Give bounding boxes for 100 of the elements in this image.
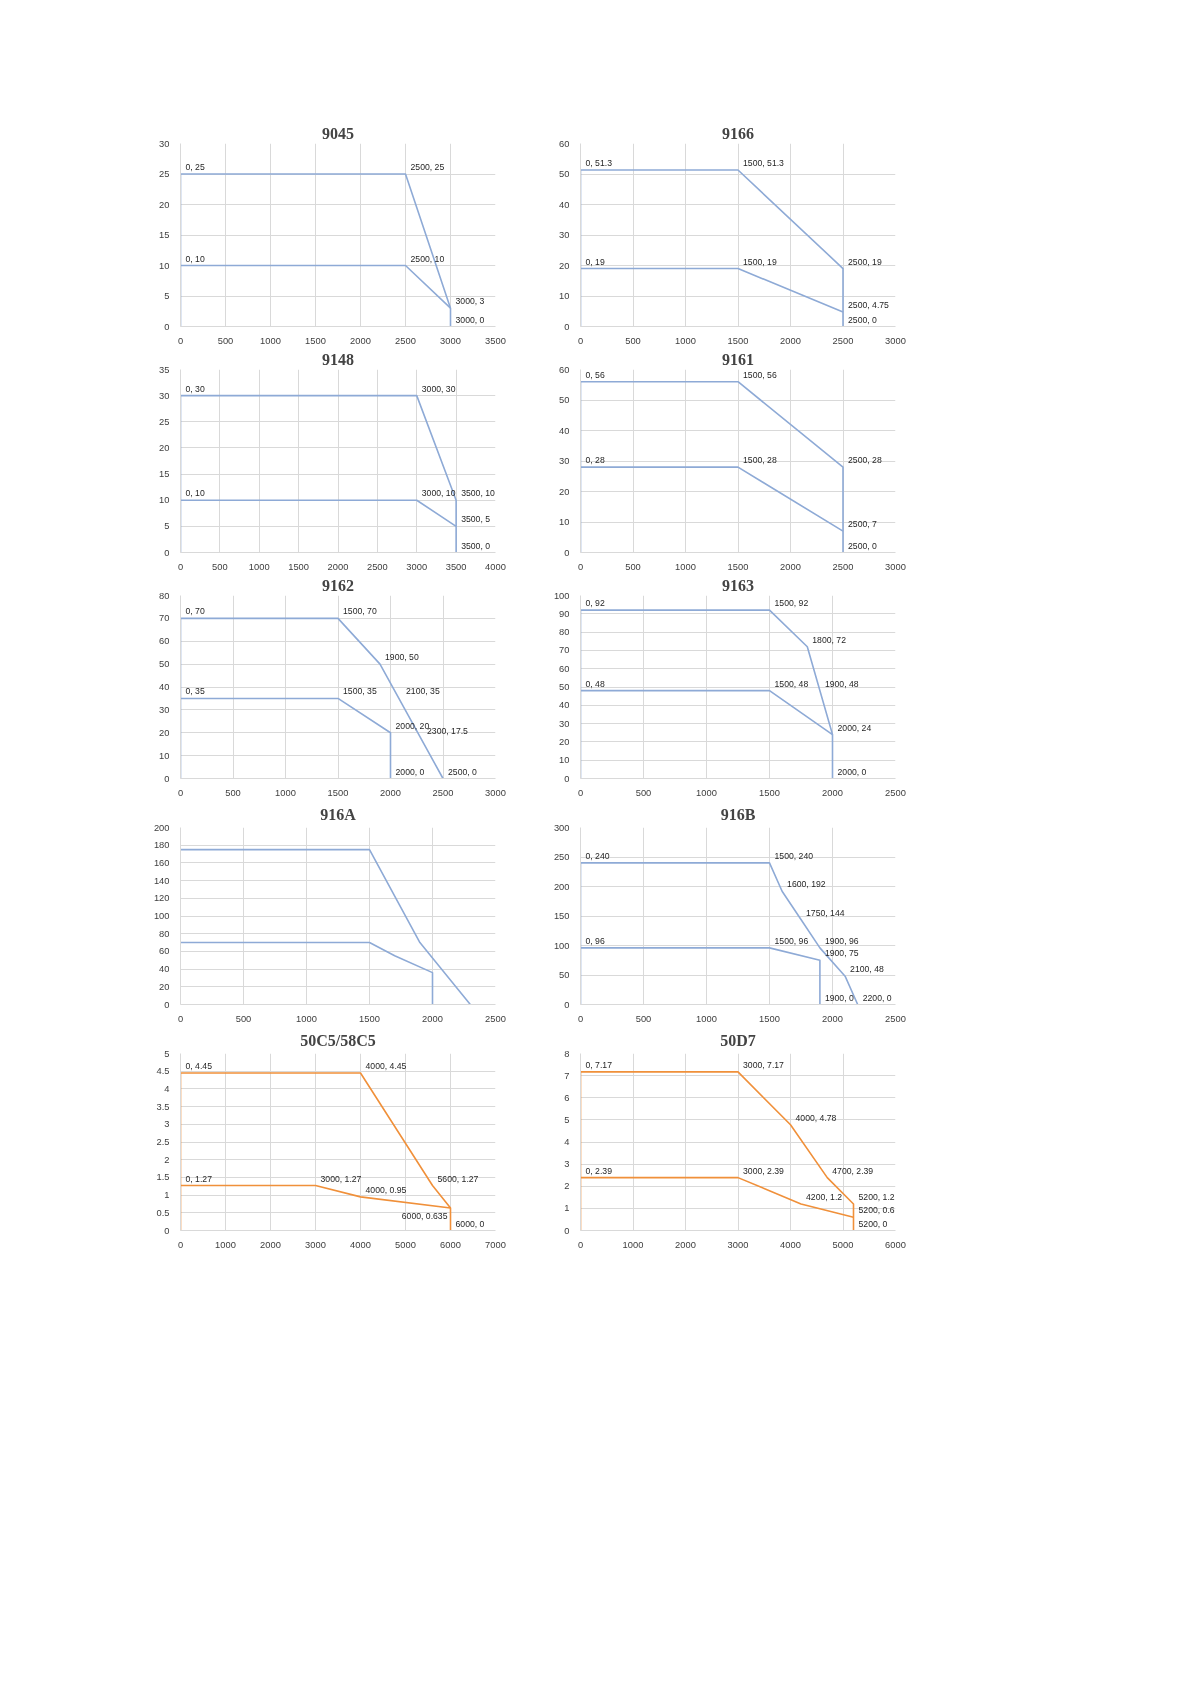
y-tick-label: 20 <box>159 981 170 992</box>
annotation: 0, 70 <box>185 606 205 617</box>
y-tick-label: 30 <box>159 390 170 401</box>
y-tick-label: 10 <box>159 260 170 271</box>
annotation: 0, 240 <box>585 850 610 861</box>
chart-title: 50D7 <box>720 1031 756 1049</box>
x-tick-label: 500 <box>217 335 234 346</box>
y-tick-label: 4.5 <box>156 1066 170 1077</box>
annotation: 1900, 0 <box>824 992 854 1003</box>
y-tick-label: 5 <box>164 1048 170 1059</box>
y-tick-label: 80 <box>159 928 170 939</box>
annotation: 0, 51.3 <box>585 158 613 169</box>
chart-title: 9161 <box>722 350 754 368</box>
annotation: 2500, 0 <box>448 766 478 777</box>
x-tick-label: 0 <box>577 1013 584 1024</box>
y-tick-label: 40 <box>559 199 570 210</box>
annotation: 1900, 48 <box>824 678 859 689</box>
x-tick-label: 3000 <box>885 335 906 346</box>
x-tick-label: 3000 <box>305 1239 326 1250</box>
y-tick-label: 30 <box>559 230 570 240</box>
annotation: 1500, 70 <box>343 606 377 617</box>
annotation: 2000, 24 <box>837 722 872 733</box>
annotation: 0, 4.45 <box>185 1060 213 1071</box>
y-tick-label: 300 <box>553 822 570 833</box>
y-tick-label: 60 <box>559 364 570 375</box>
x-tick-label: 5000 <box>395 1239 416 1250</box>
y-tick-label: 100 <box>153 911 170 921</box>
y-tick-label: 20 <box>559 736 570 747</box>
annotation: 5200, 0.6 <box>858 1205 895 1216</box>
annotation: 0, 1.27 <box>185 1173 213 1184</box>
y-tick-label: 70 <box>159 613 170 624</box>
x-tick-label: 500 <box>625 335 641 346</box>
annotation: 1500, 28 <box>743 455 777 466</box>
annotation: 2500, 4.75 <box>848 300 890 311</box>
annotation: 0, 10 <box>185 253 205 264</box>
x-tick-label: 2000 <box>350 335 371 346</box>
annotation: 1600, 192 <box>787 879 826 890</box>
y-tick-label: 160 <box>153 857 170 868</box>
annotation: 1500, 48 <box>774 678 809 689</box>
annotation: 0, 48 <box>585 678 605 689</box>
y-tick-label: 35 <box>159 364 170 375</box>
y-tick-label: 20 <box>159 727 170 738</box>
annotation: 0, 35 <box>185 686 205 697</box>
annotation: 1500, 96 <box>774 935 809 946</box>
y-tick-label: 0 <box>564 547 570 558</box>
x-tick-label: 3000 <box>406 561 428 572</box>
y-tick-label: 60 <box>559 138 570 149</box>
annotation: 2100, 35 <box>406 686 440 697</box>
x-tick-label: 0 <box>177 561 184 572</box>
x-tick-label: 1000 <box>296 1013 317 1024</box>
annotation: 1500, 92 <box>774 598 809 609</box>
x-tick-label: 0 <box>177 1013 184 1024</box>
x-tick-label: 500 <box>635 787 652 798</box>
annotation: 3500, 10 <box>461 488 496 499</box>
x-tick-label: 1000 <box>675 561 696 572</box>
chart-title: 50C5/58C5 <box>300 1031 376 1049</box>
x-tick-label: 2500 <box>832 561 854 572</box>
y-tick-label: 8 <box>564 1048 570 1059</box>
annotation: 2000, 0 <box>395 766 425 777</box>
y-tick-label: 2.5 <box>156 1137 170 1147</box>
y-tick-label: 3 <box>164 1119 170 1130</box>
annotation: 2500, 0 <box>848 540 878 551</box>
annotation: 1900, 75 <box>824 948 859 959</box>
y-tick-label: 30 <box>159 138 170 149</box>
x-tick-label: 0 <box>177 1239 184 1250</box>
y-tick-label: 5 <box>164 291 170 301</box>
annotation: 2000, 0 <box>837 766 867 777</box>
x-tick-label: 5000 <box>832 1239 854 1250</box>
annotation: 4000, 0.95 <box>365 1184 407 1195</box>
annotation: 0, 92 <box>585 598 605 609</box>
annotation: 3500, 0 <box>461 540 491 551</box>
x-tick-label: 1000 <box>260 335 281 346</box>
y-tick-label: 150 <box>553 911 570 921</box>
annotation: 3500, 5 <box>461 514 491 525</box>
x-tick-label: 1000 <box>696 1013 717 1024</box>
annotation: 1900, 50 <box>385 652 419 663</box>
y-tick-label: 40 <box>559 425 570 436</box>
x-tick-label: 2500 <box>485 1013 506 1024</box>
y-tick-label: 1 <box>164 1190 170 1201</box>
y-tick-label: 40 <box>159 682 170 692</box>
chart-title: 916B <box>720 805 756 823</box>
y-tick-label: 3.5 <box>156 1101 170 1112</box>
y-tick-label: 0.5 <box>156 1207 170 1218</box>
annotation: 2100, 48 <box>850 964 884 975</box>
x-tick-label: 4000 <box>485 561 506 572</box>
annotation: 4200, 1.2 <box>806 1191 843 1202</box>
x-tick-label: 2500 <box>885 787 906 798</box>
annotation: 3000, 30 <box>421 383 456 394</box>
y-tick-label: 100 <box>553 940 570 951</box>
x-tick-label: 3500 <box>485 335 506 346</box>
x-tick-label: 500 <box>635 1013 652 1024</box>
annotation: 1900, 96 <box>824 935 859 946</box>
y-tick-label: 100 <box>553 590 570 601</box>
y-tick-label: 180 <box>153 840 170 851</box>
chart-title: 9166 <box>722 124 754 142</box>
y-tick-label: 10 <box>159 495 170 506</box>
x-tick-label: 2000 <box>675 1239 696 1250</box>
y-tick-label: 90 <box>559 608 570 619</box>
y-tick-label: 10 <box>159 750 170 761</box>
y-tick-label: 50 <box>559 970 570 980</box>
